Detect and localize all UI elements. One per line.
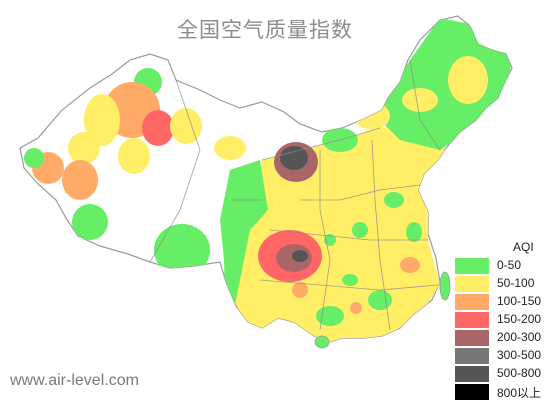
legend-row: 150-200 xyxy=(455,311,552,328)
aqi-color-fields xyxy=(24,18,512,342)
legend-swatch xyxy=(455,330,489,346)
legend-row: 300-500 xyxy=(455,347,552,364)
website-watermark: www.air-level.com xyxy=(10,372,139,389)
legend-title: AQI xyxy=(513,240,534,254)
province-borders xyxy=(149,59,441,331)
legend-row: 0-50 xyxy=(455,257,552,274)
legend-swatch xyxy=(455,258,489,274)
hainan-island xyxy=(314,335,330,349)
legend-swatch xyxy=(455,294,489,310)
legend-row: 800以上 xyxy=(455,383,552,400)
legend-swatch xyxy=(455,276,489,292)
legend-label: 150-200 xyxy=(497,312,542,326)
legend-swatch xyxy=(455,366,489,382)
legend-row: 500-800 xyxy=(455,365,552,382)
legend-swatch xyxy=(455,384,489,400)
legend-label: 0-50 xyxy=(497,258,522,272)
legend-label: 100-150 xyxy=(497,294,542,308)
legend-label: 200-300 xyxy=(497,330,542,344)
legend-label: 300-500 xyxy=(497,348,542,362)
legend-swatch xyxy=(455,312,489,328)
legend-label: 800以上 xyxy=(497,386,542,400)
legend-row: 100-150 xyxy=(455,293,552,310)
legend-label: 50-100 xyxy=(497,276,535,290)
legend-row: 50-100 xyxy=(455,275,552,292)
aqi-legend: AQI 0-50 50-100 100-150 150-200 200-300 … xyxy=(455,240,552,400)
map-title: 全国空气质量指数 xyxy=(177,18,353,42)
legend-row: 200-300 xyxy=(455,329,552,346)
taiwan-island xyxy=(439,271,451,301)
legend-swatch xyxy=(455,348,489,364)
legend-label: 500-800 xyxy=(497,366,542,380)
